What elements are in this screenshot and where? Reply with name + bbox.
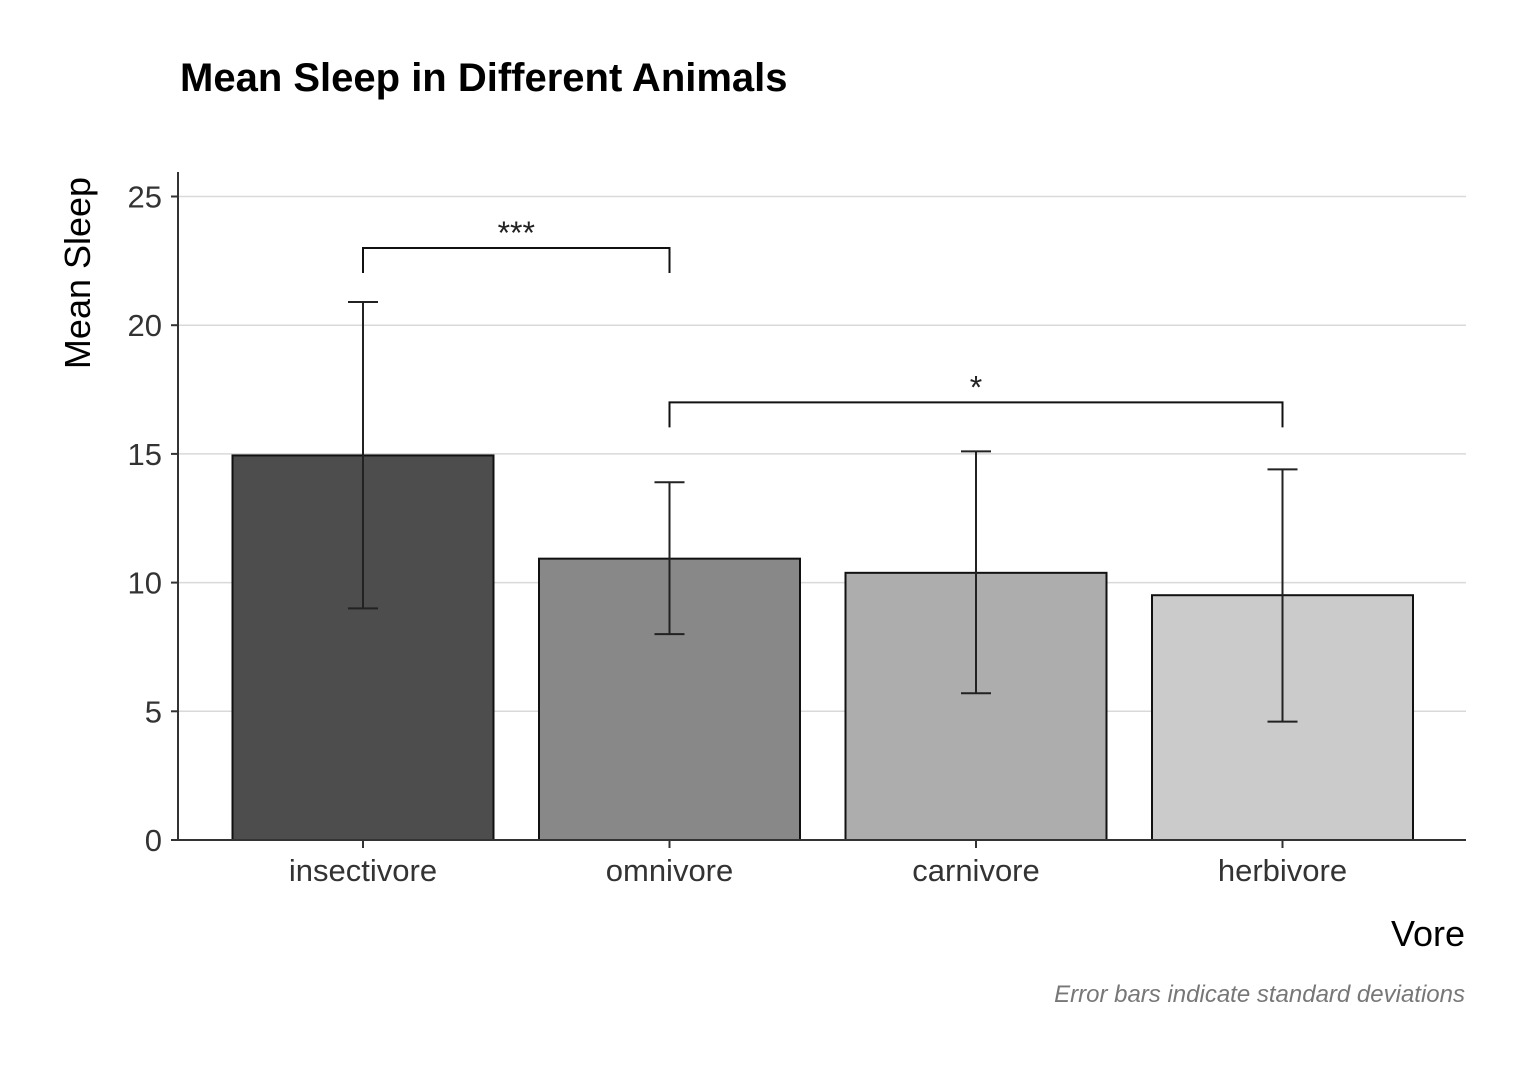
x-tick-label: herbivore [1218, 853, 1347, 888]
x-tick-label: omnivore [606, 853, 734, 888]
significance-brackets: **** [362, 215, 1284, 428]
significance-bracket [668, 401, 1284, 428]
y-tick-label: 20 [128, 308, 162, 343]
x-axis-title: Vore [1391, 913, 1465, 954]
y-tick-label: 0 [145, 823, 162, 858]
chart-title: Mean Sleep in Different Animals [180, 56, 788, 100]
y-tick-label: 10 [128, 566, 162, 601]
y-tick-label: 5 [145, 694, 162, 729]
y-tick-label: 15 [128, 437, 162, 472]
x-ticks: insectivore omnivore carnivore herbivore [289, 840, 1347, 888]
significance-label: *** [498, 215, 535, 251]
x-tick-label: carnivore [912, 853, 1040, 888]
bars [231, 454, 1414, 841]
significance-label: * [970, 369, 982, 405]
y-ticks: 0 5 10 15 20 25 [128, 180, 178, 858]
error-bars [348, 301, 1298, 723]
x-tick-label: insectivore [289, 853, 437, 888]
y-axis-title: Mean Sleep [57, 177, 98, 369]
significance-bracket [362, 246, 671, 273]
chart-caption: Error bars indicate standard deviations [1054, 981, 1465, 1008]
y-tick-label: 25 [128, 180, 162, 215]
